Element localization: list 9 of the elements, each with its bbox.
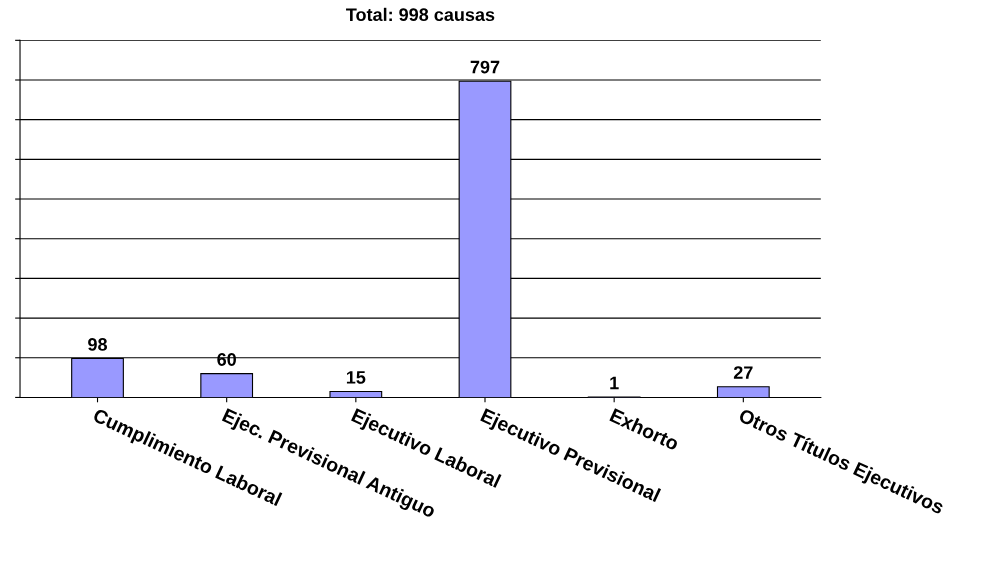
data-label: 797 [470,60,500,74]
bar [200,373,254,398]
data-label: 27 [733,366,753,379]
data-label: 98 [88,338,108,351]
chart-title: Total: 998 causas [346,7,495,22]
bar [716,386,770,398]
data-label: 1 [610,376,619,390]
data-label: 15 [346,371,366,384]
bar [329,390,383,398]
